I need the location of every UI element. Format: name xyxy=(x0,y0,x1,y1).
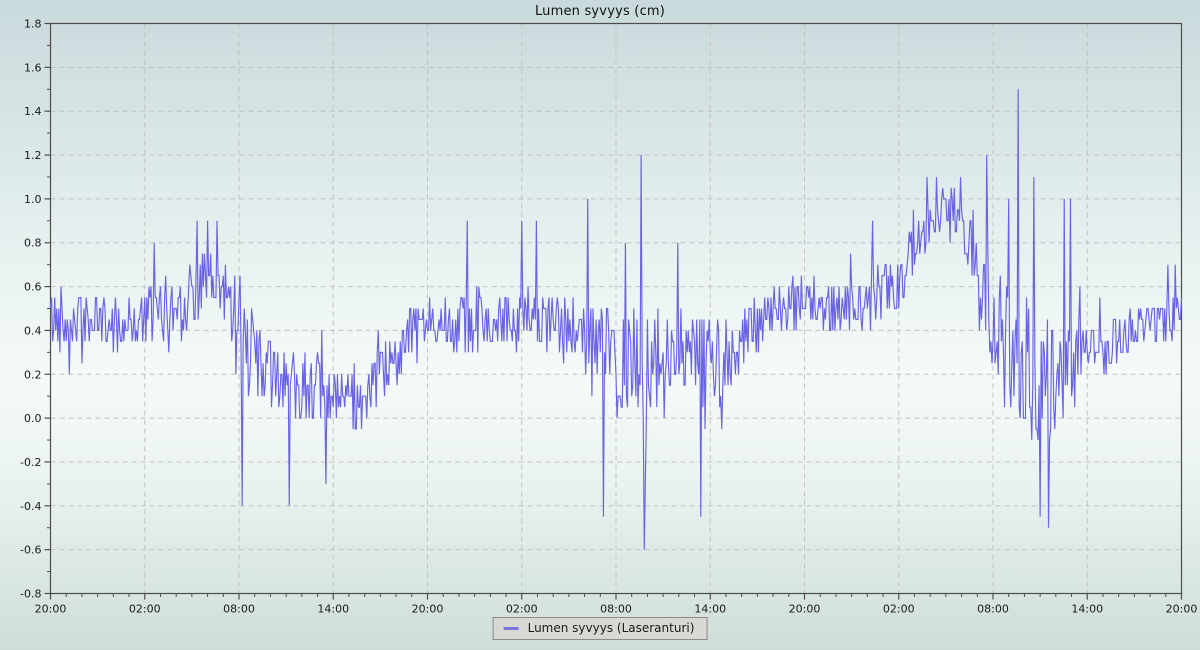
svg-text:0.4: 0.4 xyxy=(24,324,42,337)
svg-text:0.8: 0.8 xyxy=(24,237,42,250)
svg-text:14:00: 14:00 xyxy=(1071,603,1103,616)
svg-text:02:00: 02:00 xyxy=(883,603,915,616)
svg-text:02:00: 02:00 xyxy=(506,603,538,616)
svg-text:0.0: 0.0 xyxy=(24,412,42,425)
svg-text:1.4: 1.4 xyxy=(24,105,42,118)
svg-text:20:00: 20:00 xyxy=(1166,603,1198,616)
svg-text:14:00: 14:00 xyxy=(694,603,726,616)
svg-text:-0.6: -0.6 xyxy=(20,544,41,557)
svg-text:1.6: 1.6 xyxy=(24,61,42,74)
svg-text:14:00: 14:00 xyxy=(317,603,349,616)
svg-text:20:00: 20:00 xyxy=(789,603,821,616)
legend-label: Lumen syvyys (Laseranturi) xyxy=(527,621,695,635)
chart-title: Lumen syvyys (cm) xyxy=(534,4,666,19)
svg-text:0.2: 0.2 xyxy=(24,368,42,381)
svg-text:08:00: 08:00 xyxy=(977,603,1009,616)
svg-text:1.0: 1.0 xyxy=(24,193,42,206)
svg-text:02:00: 02:00 xyxy=(129,603,161,616)
svg-text:1.8: 1.8 xyxy=(24,18,42,31)
svg-text:20:00: 20:00 xyxy=(412,603,444,616)
chart-legend: Lumen syvyys (Laseranturi) xyxy=(492,617,708,640)
svg-text:-0.4: -0.4 xyxy=(20,500,41,513)
svg-text:-0.2: -0.2 xyxy=(20,456,41,469)
svg-text:-0.8: -0.8 xyxy=(20,588,41,601)
legend-line-sample xyxy=(503,626,519,630)
svg-text:08:00: 08:00 xyxy=(223,603,255,616)
svg-text:08:00: 08:00 xyxy=(600,603,632,616)
svg-text:0.6: 0.6 xyxy=(24,281,42,294)
svg-text:1.2: 1.2 xyxy=(24,149,42,162)
svg-text:20:00: 20:00 xyxy=(35,603,67,616)
